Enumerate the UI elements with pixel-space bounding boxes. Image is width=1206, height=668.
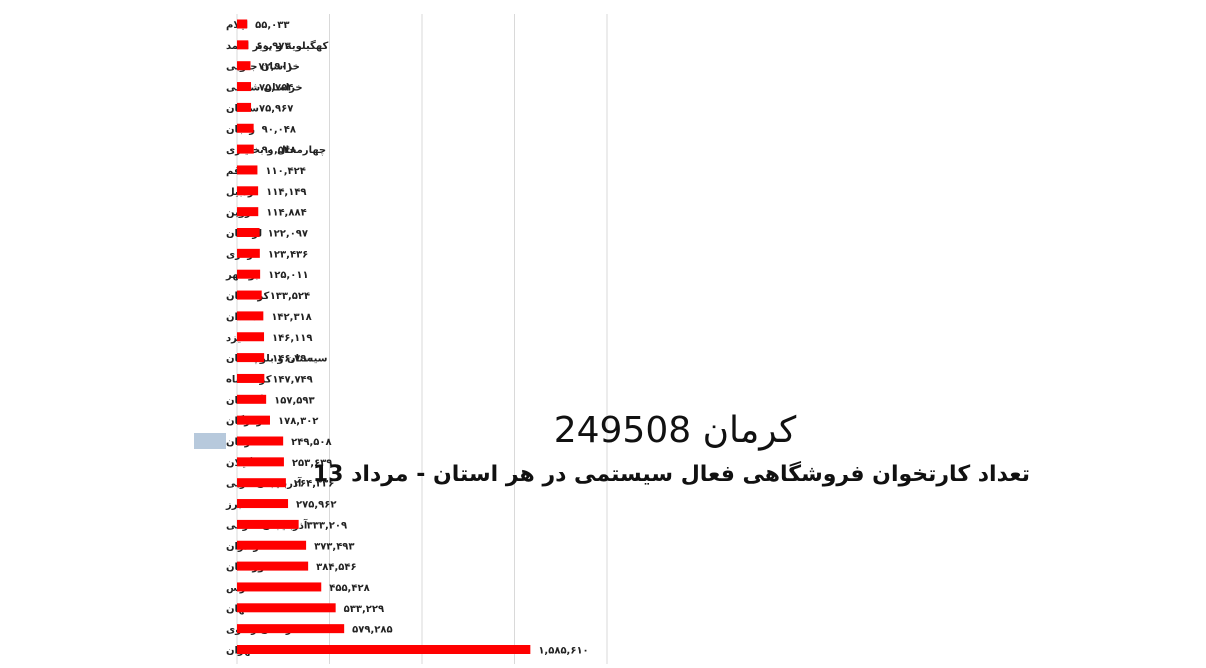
category-label: کهگیلویه و بویر احمد bbox=[226, 39, 328, 52]
bar bbox=[237, 61, 251, 71]
bar bbox=[237, 123, 254, 133]
bar bbox=[237, 394, 267, 404]
data-label: ۳۸۴,۵۴۶ bbox=[316, 562, 356, 573]
data-label: ۵۵,۰۳۳ bbox=[255, 20, 289, 31]
bar bbox=[237, 582, 322, 592]
bar bbox=[237, 332, 265, 342]
bar bbox=[237, 561, 309, 571]
data-label: ۹۰,۰۴۸ bbox=[262, 124, 296, 135]
data-label: ۱۳۳,۵۲۴ bbox=[270, 291, 310, 302]
bar bbox=[237, 228, 260, 237]
chart-subtitle: تعداد کارتخوان فروشگاهی فعال سیستمی در ه… bbox=[312, 462, 1030, 487]
data-label: ۷۲,۹۰۱ bbox=[258, 62, 292, 73]
bar bbox=[237, 457, 284, 467]
bar bbox=[237, 311, 264, 321]
data-label: ۱۱۰,۴۲۴ bbox=[265, 166, 305, 177]
category-label: قم bbox=[226, 166, 240, 177]
category-label: سیستان و بلوچستان bbox=[226, 354, 328, 365]
data-label: ۷۵,۷۵۴ bbox=[259, 83, 293, 94]
bar bbox=[237, 645, 531, 654]
data-label: ۲۶۴,۳۳۶ bbox=[294, 479, 334, 490]
bar bbox=[237, 19, 248, 29]
data-label: ۶۰,۹۷۳ bbox=[256, 41, 290, 52]
bar bbox=[237, 290, 262, 300]
category-highlight bbox=[194, 433, 226, 449]
bar bbox=[237, 186, 259, 196]
category-label: خراسان جنوبی bbox=[226, 62, 300, 73]
bar bbox=[237, 207, 259, 217]
data-label: ۳۷۳,۴۹۳ bbox=[314, 541, 354, 552]
bar bbox=[237, 248, 260, 258]
data-label: ۲۴۹,۵۰۸ bbox=[291, 437, 331, 448]
data-label: ۲۵۳,۶۳۹ bbox=[292, 458, 332, 469]
data-label: ۵۷۹,۲۸۵ bbox=[352, 625, 392, 636]
data-label: ۳۳۳,۲۰۹ bbox=[307, 520, 347, 531]
bar bbox=[237, 373, 265, 383]
bar bbox=[237, 144, 254, 154]
bar bbox=[237, 519, 299, 529]
bar bbox=[237, 415, 270, 425]
category-label: خراسان شمالی bbox=[226, 83, 303, 94]
data-label: ۴۵۵,۴۲۸ bbox=[329, 583, 369, 594]
bar bbox=[237, 540, 307, 550]
bar bbox=[237, 624, 345, 634]
data-label: ۱۱۴,۸۸۴ bbox=[266, 208, 306, 219]
bar bbox=[237, 499, 289, 509]
data-label: ۱۱۴,۱۴۹ bbox=[266, 187, 306, 198]
data-label: ۱۲۲,۰۹۷ bbox=[268, 229, 308, 240]
data-label: ۹۰,۵۴۸ bbox=[262, 145, 296, 156]
data-label: ۱,۵۸۵,۶۱۰ bbox=[538, 646, 588, 657]
category-label: چهارمحال و بختیاری bbox=[226, 145, 326, 156]
bar bbox=[237, 102, 252, 112]
data-label: ۲۷۵,۹۶۲ bbox=[296, 500, 336, 511]
bar bbox=[237, 165, 258, 175]
data-label: ۱۲۵,۰۱۱ bbox=[268, 270, 308, 281]
data-label: ۱۴۶,۷۹۰ bbox=[272, 354, 312, 365]
data-label: ۱۴۲,۳۱۸ bbox=[271, 312, 311, 323]
bar bbox=[237, 82, 252, 92]
data-label: ۷۵,۹۶۷ bbox=[259, 103, 293, 114]
bar bbox=[237, 269, 261, 279]
data-label: ۵۳۳,۲۲۹ bbox=[344, 604, 384, 615]
bar bbox=[237, 478, 286, 488]
bar bbox=[237, 603, 336, 613]
bar bbox=[237, 436, 284, 446]
category-label: یزد bbox=[226, 333, 241, 344]
data-label: ۱۵۷,۵۹۳ bbox=[274, 395, 314, 406]
data-label: ۱۲۳,۴۳۶ bbox=[268, 249, 308, 260]
bar bbox=[237, 353, 265, 363]
bar bbox=[237, 40, 249, 50]
data-label: ۱۴۶,۱۱۹ bbox=[272, 333, 312, 344]
data-label: ۱۷۸,۳۰۲ bbox=[278, 416, 318, 427]
chart-title: کرمان 249508 bbox=[553, 410, 797, 451]
data-label: ۱۴۷,۷۴۹ bbox=[272, 374, 312, 385]
